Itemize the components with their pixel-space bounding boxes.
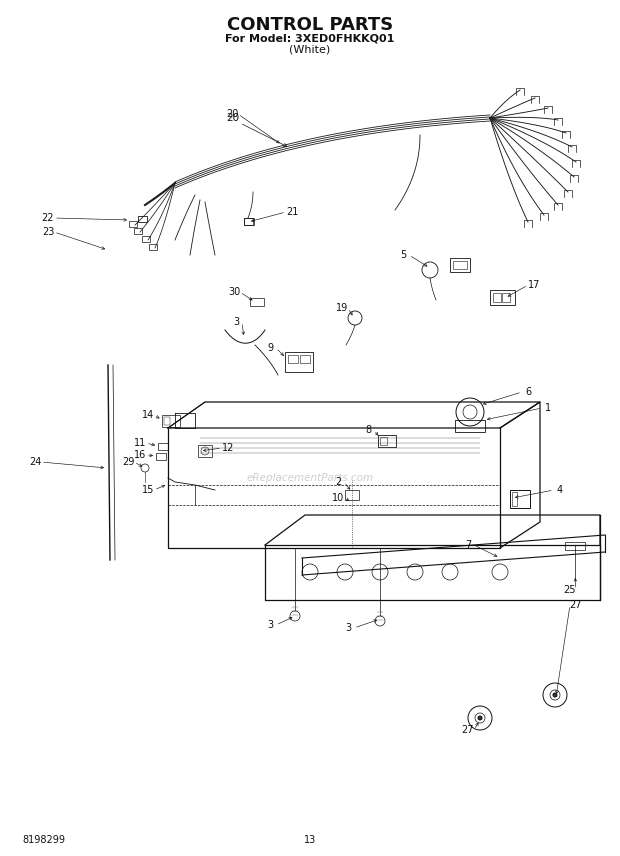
Text: 11: 11 bbox=[134, 438, 146, 448]
Bar bbox=[198, 445, 212, 457]
Text: 3: 3 bbox=[267, 620, 273, 630]
Bar bbox=[493, 293, 501, 302]
Bar bbox=[345, 490, 359, 500]
Text: 20: 20 bbox=[226, 109, 238, 119]
Bar bbox=[149, 244, 157, 250]
Text: 8198299: 8198299 bbox=[22, 835, 65, 845]
Text: CONTROL PARTS: CONTROL PARTS bbox=[227, 16, 393, 34]
Bar bbox=[455, 420, 485, 432]
Bar bbox=[244, 218, 253, 225]
Bar bbox=[565, 542, 585, 550]
Text: 15: 15 bbox=[142, 485, 154, 495]
Text: 2: 2 bbox=[335, 477, 341, 487]
Text: 13: 13 bbox=[304, 835, 316, 845]
Text: 17: 17 bbox=[528, 280, 540, 290]
Text: 25: 25 bbox=[564, 585, 576, 595]
Text: (White): (White) bbox=[290, 44, 330, 54]
Bar bbox=[142, 236, 150, 242]
Text: 7: 7 bbox=[465, 540, 471, 550]
Text: 4: 4 bbox=[557, 485, 563, 495]
Text: 23: 23 bbox=[42, 227, 54, 237]
Text: 12: 12 bbox=[222, 443, 234, 453]
Bar bbox=[490, 290, 515, 305]
Text: 27: 27 bbox=[570, 600, 582, 610]
Text: 19: 19 bbox=[336, 303, 348, 313]
Bar bbox=[138, 216, 147, 222]
Bar bbox=[380, 437, 387, 445]
Text: 16: 16 bbox=[134, 450, 146, 460]
Bar bbox=[378, 435, 396, 447]
Bar bbox=[288, 355, 298, 363]
Text: 20: 20 bbox=[226, 113, 239, 123]
Bar bbox=[250, 298, 264, 306]
Text: 30: 30 bbox=[228, 287, 240, 297]
Bar bbox=[502, 293, 510, 302]
Text: 24: 24 bbox=[29, 457, 41, 467]
Bar bbox=[453, 261, 467, 269]
Text: 9: 9 bbox=[267, 343, 273, 353]
Text: 1: 1 bbox=[545, 403, 551, 413]
Circle shape bbox=[553, 693, 557, 697]
Bar bbox=[512, 492, 517, 506]
Text: For Model: 3XED0FHKKQ01: For Model: 3XED0FHKKQ01 bbox=[225, 33, 395, 43]
Text: 8: 8 bbox=[365, 425, 371, 435]
Text: 21: 21 bbox=[286, 207, 298, 217]
Bar bbox=[162, 415, 180, 427]
Text: 22: 22 bbox=[42, 213, 55, 223]
Bar bbox=[156, 453, 166, 460]
Circle shape bbox=[478, 716, 482, 720]
Text: 14: 14 bbox=[142, 410, 154, 420]
Text: 10: 10 bbox=[332, 493, 344, 503]
Bar bbox=[244, 218, 254, 225]
Bar bbox=[129, 221, 137, 227]
Text: 3: 3 bbox=[345, 623, 351, 633]
Bar bbox=[450, 258, 470, 272]
Text: 6: 6 bbox=[525, 387, 531, 397]
Text: 27: 27 bbox=[462, 725, 474, 735]
Text: 5: 5 bbox=[400, 250, 406, 260]
Text: 29: 29 bbox=[122, 457, 134, 467]
Text: eReplacementParts.com: eReplacementParts.com bbox=[246, 473, 374, 483]
Bar bbox=[285, 352, 313, 372]
Bar bbox=[158, 443, 168, 450]
Text: 3: 3 bbox=[233, 317, 239, 327]
Bar bbox=[300, 355, 310, 363]
Bar bbox=[510, 490, 530, 508]
Bar bbox=[164, 417, 170, 425]
Bar bbox=[134, 228, 142, 234]
